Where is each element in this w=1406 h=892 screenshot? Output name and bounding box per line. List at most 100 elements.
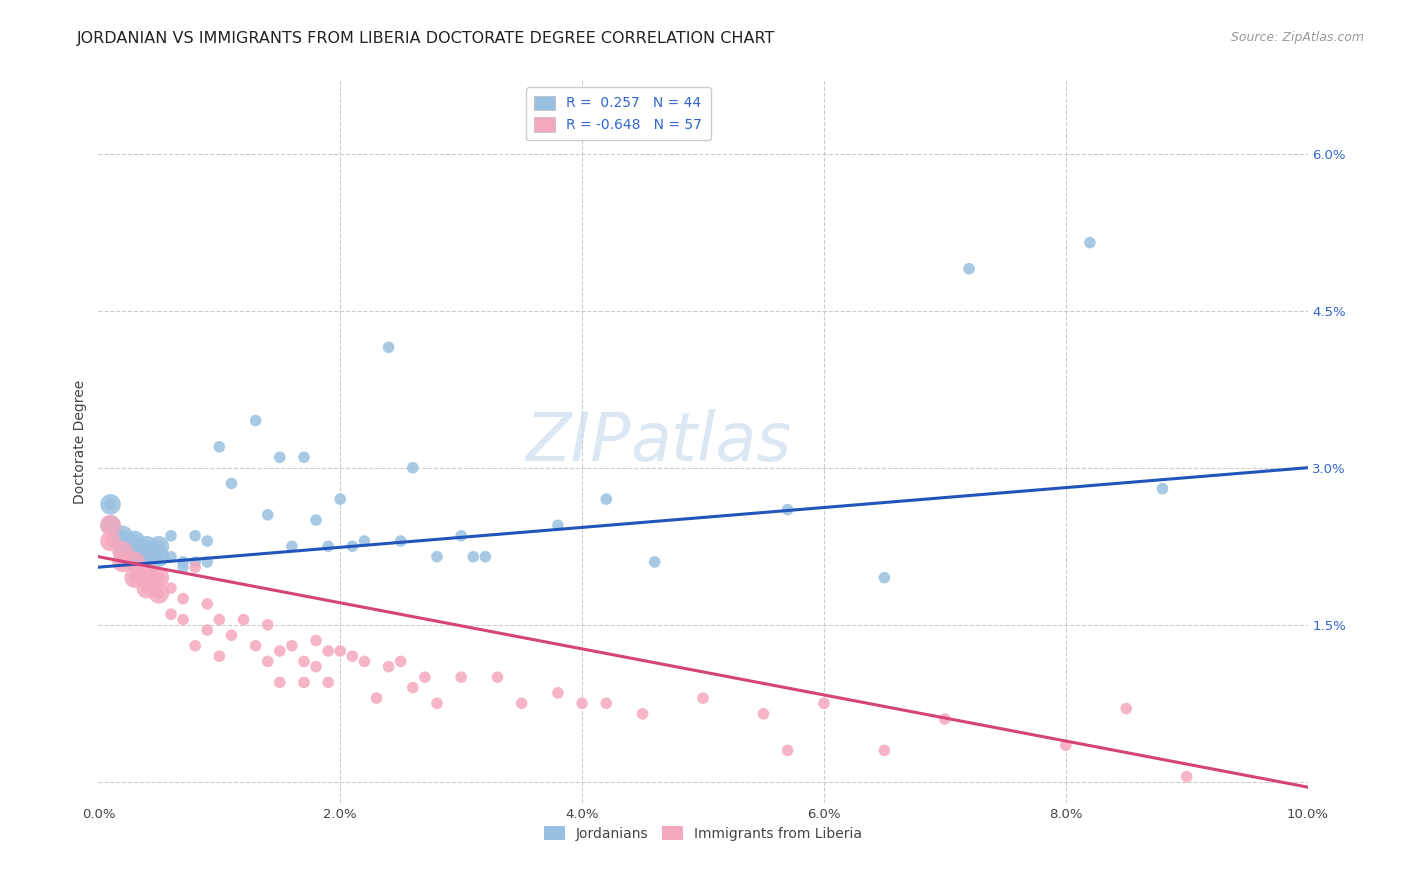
Point	[148, 539, 170, 553]
Legend: Jordanians, Immigrants from Liberia: Jordanians, Immigrants from Liberia	[538, 821, 868, 847]
Point	[269, 450, 291, 465]
Point	[256, 617, 278, 632]
Point	[353, 534, 375, 549]
Point	[148, 586, 170, 600]
Point	[342, 649, 364, 664]
Point	[208, 649, 231, 664]
Point	[873, 743, 896, 757]
Point	[316, 675, 339, 690]
Point	[172, 613, 194, 627]
Point	[124, 534, 146, 549]
Point	[1054, 738, 1077, 752]
Point	[474, 549, 496, 564]
Point	[644, 555, 666, 569]
Point	[402, 681, 425, 695]
Point	[269, 675, 291, 690]
Point	[631, 706, 654, 721]
Point	[124, 555, 146, 569]
Point	[172, 560, 194, 574]
Point	[195, 597, 218, 611]
Point	[450, 670, 472, 684]
Point	[172, 591, 194, 606]
Point	[486, 670, 509, 684]
Point	[547, 518, 569, 533]
Point	[353, 655, 375, 669]
Point	[377, 340, 399, 354]
Point	[426, 549, 449, 564]
Point	[426, 696, 449, 710]
Point	[208, 613, 231, 627]
Point	[160, 529, 183, 543]
Point	[148, 586, 170, 600]
Point	[256, 508, 278, 522]
Point	[692, 691, 714, 706]
Point	[292, 450, 315, 465]
Text: atlas: atlas	[630, 409, 792, 475]
Point	[100, 497, 122, 511]
Point	[292, 655, 315, 669]
Point	[124, 571, 146, 585]
Point	[402, 460, 425, 475]
Point	[366, 691, 388, 706]
Point	[100, 518, 122, 533]
Point	[1152, 482, 1174, 496]
Point	[342, 539, 364, 553]
Point	[547, 686, 569, 700]
Point	[135, 581, 157, 595]
Point	[148, 539, 170, 553]
Point	[184, 639, 207, 653]
Point	[184, 555, 207, 569]
Point	[111, 529, 134, 543]
Point	[752, 706, 775, 721]
Point	[292, 675, 315, 690]
Point	[135, 581, 157, 595]
Point	[316, 539, 339, 553]
Text: ZIP: ZIP	[524, 409, 630, 475]
Point	[135, 566, 157, 580]
Point	[305, 633, 328, 648]
Point	[100, 518, 122, 533]
Point	[124, 555, 146, 569]
Point	[595, 696, 617, 710]
Point	[111, 544, 134, 558]
Point	[135, 539, 157, 553]
Point	[1078, 235, 1101, 250]
Point	[813, 696, 835, 710]
Point	[148, 549, 170, 564]
Point	[957, 261, 980, 276]
Point	[111, 555, 134, 569]
Point	[245, 414, 267, 428]
Point	[100, 518, 122, 533]
Point	[329, 644, 352, 658]
Point	[389, 534, 412, 549]
Point	[184, 529, 207, 543]
Point	[776, 502, 799, 516]
Point	[245, 639, 267, 653]
Point	[135, 549, 157, 564]
Point	[232, 613, 254, 627]
Point	[124, 549, 146, 564]
Point	[571, 696, 593, 710]
Point	[221, 476, 243, 491]
Point	[873, 571, 896, 585]
Point	[148, 571, 170, 585]
Point	[135, 539, 157, 553]
Y-axis label: Doctorate Degree: Doctorate Degree	[73, 379, 87, 504]
Point	[776, 743, 799, 757]
Point	[111, 529, 134, 543]
Point	[111, 539, 134, 553]
Point	[195, 534, 218, 549]
Point	[195, 623, 218, 637]
Point	[329, 492, 352, 507]
Point	[111, 544, 134, 558]
Point	[100, 534, 122, 549]
Point	[195, 555, 218, 569]
Point	[1115, 701, 1137, 715]
Point	[510, 696, 533, 710]
Point	[316, 644, 339, 658]
Point	[305, 659, 328, 673]
Point	[413, 670, 436, 684]
Text: Source: ZipAtlas.com: Source: ZipAtlas.com	[1230, 31, 1364, 45]
Point	[148, 571, 170, 585]
Point	[208, 440, 231, 454]
